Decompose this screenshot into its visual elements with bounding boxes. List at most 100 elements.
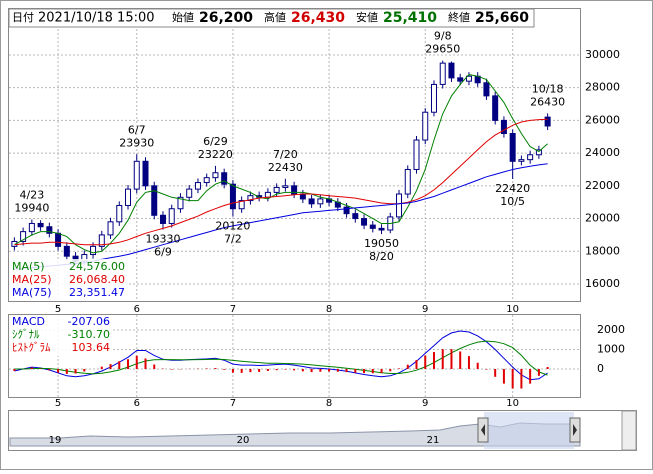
annotation-date: 8/20 [369,250,394,263]
annotation-date: 6/29 [203,135,228,148]
histogram-bar [424,356,426,369]
scroll-button[interactable] [622,411,636,450]
legend-value: 103.64 [72,341,111,354]
navigator-selection[interactable] [484,412,574,449]
histogram-bar [110,364,112,369]
navigator-label: 21 [427,435,440,446]
candle-body [222,173,227,184]
annotation-value: 29650 [425,43,460,56]
candle-body [29,223,34,231]
annotation-date: 4/23 [20,189,45,202]
histogram-bar [319,369,321,372]
histogram-bar [66,369,68,374]
candle-body [56,233,61,246]
legend-value: -310.70 [68,328,110,341]
header-value: 25,660 [475,10,529,26]
histogram-bar [416,360,418,369]
candle-body [300,194,305,199]
y-tick-label: 26000 [585,113,620,126]
x-tick-label: 10 [506,304,519,315]
histogram-bar [118,361,120,369]
candle-body [449,63,454,78]
histogram-bar [529,369,531,384]
histogram-bar [101,367,103,369]
legend-label: MA(25) [12,273,52,286]
y-tick-label: 22000 [585,179,620,192]
histogram-bar [249,369,251,372]
candle-body [126,189,131,205]
x-tick-label: 5 [55,398,61,409]
histogram-bar [433,352,435,369]
histogram-bar [127,359,129,369]
x-tick-label: 5 [55,304,61,315]
histogram-bar [468,356,470,369]
x-tick-label: 6 [134,304,140,315]
navigator-label: 20 [237,435,250,446]
histogram-bar [346,369,348,372]
histogram-bar [398,368,400,369]
legend-label: MACD [12,315,45,328]
candle-body [545,117,550,126]
annotation-value: 19050 [364,237,399,250]
y-tick-label: 24000 [585,146,620,159]
histogram-bar [223,369,225,370]
histogram-bar [389,369,391,371]
histogram-bar [232,369,234,373]
candle-body [274,187,279,192]
histogram-bar [171,369,173,370]
candle-body [528,155,533,160]
candle-body [117,205,122,221]
histogram-bar [494,369,496,377]
legend-label: MA(5) [12,260,45,273]
annotation-value: 22430 [268,161,303,174]
histogram-bar [328,369,330,372]
x-tick-label: 10 [506,398,519,409]
histogram-bar [258,369,260,372]
legend-label: ｼｸﾞﾅﾙ [12,328,40,341]
candle-body [38,223,43,226]
navigator-label: 19 [49,435,62,446]
x-tick-label: 6 [134,398,140,409]
histogram-bar [83,369,85,372]
candle-body [405,169,410,194]
candle-body [519,160,524,162]
legend-value: 24,576.00 [69,260,125,273]
histogram-bar [284,369,286,370]
annotation-value: 23220 [198,148,233,161]
histogram-bar [450,349,452,369]
candle-body [213,173,218,178]
navigator[interactable]: 19 20 21 [9,411,637,451]
candle-body [493,96,498,121]
header-label: 安値 [356,10,378,24]
y-tick-label: 30000 [585,48,620,61]
candle-body [204,178,209,183]
x-tick-label: 8 [326,398,332,409]
histogram-bar [520,369,522,388]
y-tick-label: 16000 [585,277,620,290]
header-date-label: 日付 [12,11,34,24]
header-date: 2021/10/18 15:00 [38,11,155,26]
candle-body [362,219,367,226]
histogram-bar [206,368,208,369]
candle-body [64,246,69,256]
histogram-bar [503,369,505,384]
candle-body [379,228,384,230]
candle-body [423,112,428,140]
y-tick-label: 2000 [597,323,625,336]
annotation-value: 22420 [495,182,530,195]
header-value: 26,200 [199,10,253,26]
histogram-bar [442,349,444,369]
annotation-value: 19940 [14,202,49,215]
x-tick-label: 9 [422,398,428,409]
histogram-bar [547,367,549,369]
legend-value: -207.06 [68,315,110,328]
annotation-date: 6/9 [154,246,172,259]
y-tick-label: 20000 [585,212,620,225]
candle-body [195,183,200,190]
x-tick-label: 9 [422,304,428,315]
annotation-date: 7/2 [224,233,242,246]
histogram-bar [153,365,155,369]
histogram-bar [354,369,356,373]
candle-body [283,186,288,188]
